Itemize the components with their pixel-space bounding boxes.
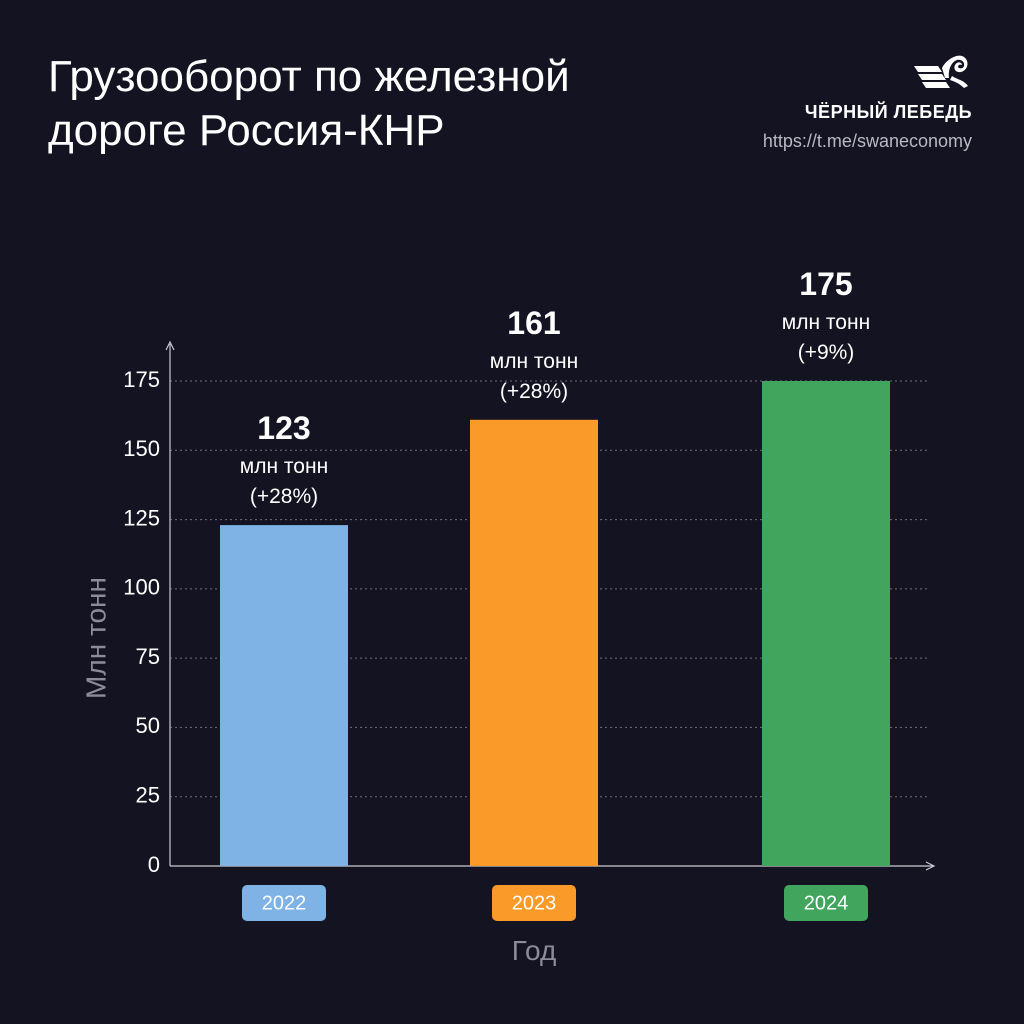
brand-block: ЧЁРНЫЙ ЛЕБЕДЬ https://t.me/swaneconomy: [763, 50, 972, 152]
bars: [220, 381, 890, 866]
unit-label: млн тонн: [490, 350, 578, 373]
y-tick-labels: 0 25 50 75 100 125 150 175: [123, 367, 160, 877]
x-axis-arrow: [925, 861, 936, 871]
data-labels: 123 млн тонн (+28%) 161 млн тонн (+28%) 175 млн…: [240, 266, 870, 508]
unit-label: млн тонн: [240, 455, 328, 478]
swan-logo-icon: [914, 55, 968, 88]
bar-2022: [220, 525, 348, 866]
y-tick-label: 75: [136, 644, 160, 669]
y-axis-label: Млн тонн: [80, 577, 111, 699]
value-label: 161: [507, 305, 560, 341]
y-tick-label: 50: [136, 713, 160, 738]
y-tick-label: 125: [123, 505, 160, 530]
y-tick-label: 0: [148, 852, 160, 877]
bar-2024: [762, 381, 890, 866]
unit-label: млн тонн: [782, 311, 870, 334]
x-tick-label: 2024: [804, 892, 849, 914]
category-badge: [492, 885, 576, 921]
x-axis-label: Год: [512, 935, 557, 966]
category-badge: [784, 885, 868, 921]
x-tick-label: 2023: [512, 892, 557, 914]
change-label: (+9%): [798, 341, 855, 364]
brand-name: ЧЁРНЫЙ ЛЕБЕДЬ: [804, 102, 972, 122]
bar-2023: [470, 419, 598, 866]
brand-url-link[interactable]: https://t.me/swaneconomy: [762, 131, 972, 151]
title-line-1: Грузооборот по железной: [48, 52, 570, 101]
y-tick-label: 25: [136, 783, 160, 808]
category-badges: 2022 2023 2024: [242, 885, 868, 921]
change-label: (+28%): [250, 485, 318, 508]
change-label: (+28%): [500, 380, 568, 403]
y-tick-label: 175: [123, 367, 160, 392]
value-label: 175: [799, 266, 852, 302]
chart-title: Грузооборот по железной дороге Россия-КН…: [48, 50, 688, 158]
value-label: 123: [257, 410, 310, 446]
y-tick-label: 150: [123, 436, 160, 461]
x-tick-label: 2022: [262, 892, 307, 914]
y-axis-arrow: [165, 340, 175, 351]
y-tick-label: 100: [123, 575, 160, 600]
category-badge: [242, 885, 326, 921]
title-line-2: дороге Россия-КНР: [48, 106, 445, 155]
